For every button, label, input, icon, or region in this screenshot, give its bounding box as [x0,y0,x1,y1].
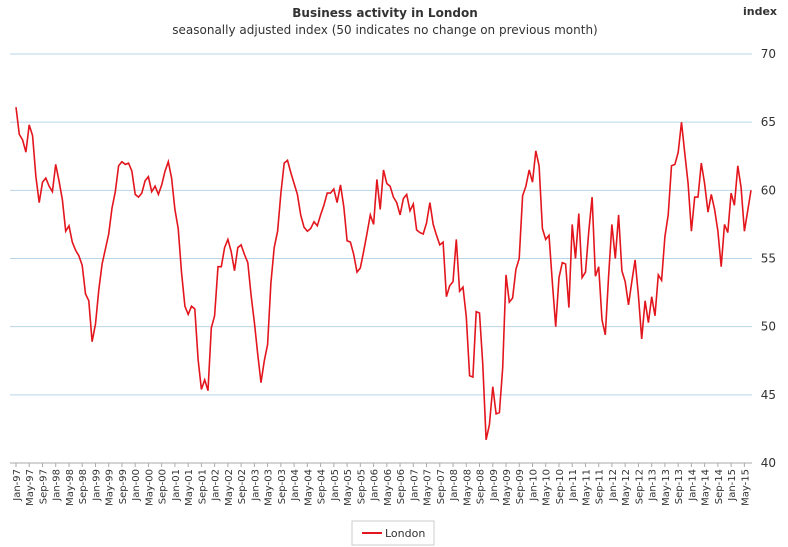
x-tick-label: Jan-07 [409,469,420,502]
y-tick-label: 55 [761,252,776,266]
x-tick-label: May-08 [462,469,473,506]
x-tick-label: Jan-02 [211,469,222,502]
x-tick-label: Jan-04 [290,469,301,502]
x-tick-label: Jan-14 [687,469,698,502]
x-tick-label: Sep-14 [714,469,725,504]
x-tick-label: May-04 [303,469,314,506]
y-tick-label: 60 [761,183,776,197]
x-tick-label: Jan-01 [171,469,182,502]
y-tick-label: 45 [761,388,776,402]
x-tick-label: Sep-04 [317,469,328,504]
x-tick-label: Sep-01 [197,469,208,504]
x-tick-label: May-09 [502,469,513,506]
x-tick-label: Jan-09 [489,469,500,502]
x-tick-label: May-06 [383,469,394,506]
x-tick-label: May-03 [264,469,275,506]
x-tick-label: Jan-13 [648,469,659,502]
x-tick-label: Jan-08 [449,469,460,502]
x-tick-label: May-05 [343,469,354,506]
x-tick-label: May-98 [65,469,76,506]
x-tick-label: Sep-98 [78,469,89,504]
x-tick-label: May-00 [144,469,155,506]
x-tick-label: Jan-97 [12,469,23,502]
x-tick-label: May-10 [542,469,553,506]
y-tick-label: 70 [761,47,776,61]
y-tick-label: 50 [761,320,776,334]
x-tick-label: Jan-98 [52,469,63,502]
x-tick-label: Sep-00 [158,469,169,504]
x-tick-label: Sep-09 [515,469,526,504]
x-tick-label: May-12 [621,469,632,506]
x-tick-label: Sep-97 [38,469,49,504]
x-tick-label: Sep-03 [277,469,288,504]
x-tick-label: May-11 [581,469,592,506]
x-tick-label: Sep-99 [118,469,129,504]
x-tick-label: May-14 [701,469,712,506]
x-tick-label: Jan-11 [568,469,579,502]
x-tick-label: Sep-11 [595,469,606,504]
x-tick-label: Sep-10 [555,469,566,504]
x-tick-label: May-13 [661,469,672,506]
x-tick-label: Jan-05 [330,469,341,502]
x-tick-label: Sep-07 [436,469,447,504]
x-tick-label: Jan-10 [528,469,539,502]
x-tick-label: Jan-03 [250,469,261,502]
x-tick-label: Sep-13 [674,469,685,504]
x-tick-label: Sep-06 [396,469,407,504]
x-tick-label: Jan-06 [370,469,381,502]
x-tick-label: May-01 [184,469,195,506]
x-tick-label: May-15 [740,469,751,506]
data-line [15,107,752,440]
x-tick-label: May-97 [25,469,36,506]
x-tick-label: Sep-08 [476,469,487,504]
x-tick-label: Sep-05 [356,469,367,504]
y-tick-label: 65 [761,115,776,129]
y-tick-label: 40 [761,456,776,470]
chart-subtitle: seasonally adjusted index (50 indicates … [172,23,597,37]
x-tick-label: May-99 [105,469,116,506]
legend-label: London [385,527,425,540]
x-tick-label: May-07 [423,469,434,506]
x-tick-label: Jan-00 [131,469,142,502]
x-tick-label: Sep-02 [237,469,248,504]
x-tick-label: Jan-12 [608,469,619,502]
chart-title: Business activity in London [292,6,477,20]
x-tick-label: Jan-99 [91,469,102,502]
x-tick-label: May-02 [224,469,235,506]
y-axis-label: index [743,5,777,18]
x-tick-label: Jan-15 [727,469,738,502]
x-tick-label: Sep-12 [634,469,645,504]
